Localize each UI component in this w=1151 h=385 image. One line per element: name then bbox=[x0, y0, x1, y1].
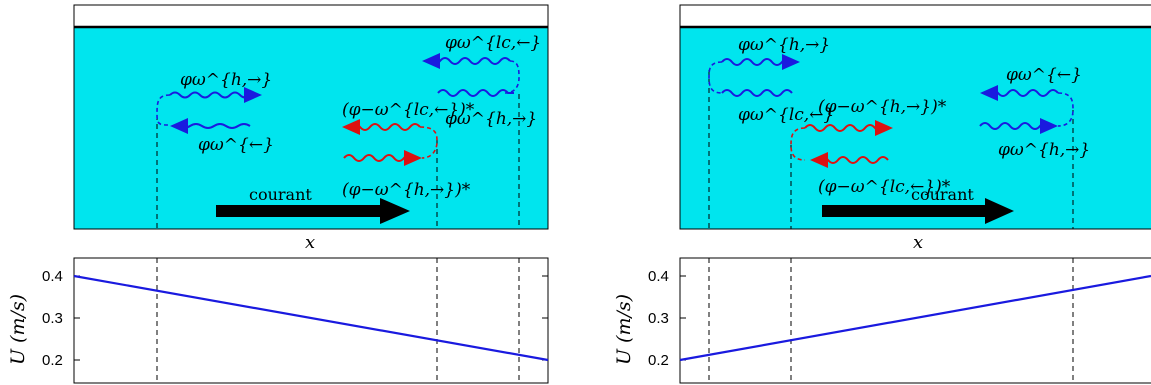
y-tick-right-2: 0.2 bbox=[648, 352, 669, 369]
left-panel: φω^{h,→} φω^{←} (φ−ω^{lc,←})* (φ−ω^{h,→}… bbox=[7, 4, 549, 384]
wave-a-left bbox=[169, 87, 262, 103]
y-label-left: U (m/s) bbox=[7, 294, 29, 365]
label-wave-d-left: (φ−ω^{h,→})* bbox=[342, 180, 471, 200]
label-wave-a-left: φω^{h,→} bbox=[180, 70, 272, 90]
left-plot-frame bbox=[73, 257, 549, 384]
wave-f-right bbox=[979, 118, 1058, 134]
label-wave-b-right: φω^{lc,←} bbox=[738, 105, 834, 125]
current-label-right: courant bbox=[911, 185, 974, 204]
label-wave-f-left: φω^{h,→} bbox=[445, 109, 537, 129]
current-label-left: courant bbox=[249, 185, 312, 204]
right-panel: φω^{h,→} φω^{lc,←} (φ−ω^{h,→})* (φ−ω^{lc… bbox=[613, 4, 1151, 384]
label-wave-c-left: (φ−ω^{lc,←})* bbox=[342, 100, 475, 120]
wave-e-left bbox=[422, 53, 511, 69]
right-plot-frame bbox=[679, 257, 1151, 384]
label-wave-f-right: φω^{h,→} bbox=[998, 140, 1090, 160]
y-tick-right-1: 0.3 bbox=[648, 310, 669, 327]
label-wave-a-right: φω^{h,→} bbox=[738, 35, 830, 55]
label-wave-b-left: φω^{←} bbox=[198, 135, 274, 155]
wave-b-left bbox=[170, 118, 251, 134]
right-channel-air bbox=[679, 4, 1151, 28]
wave-c-left bbox=[342, 119, 421, 135]
left-channel-air bbox=[73, 4, 549, 28]
y-label-right: U (m/s) bbox=[613, 294, 635, 365]
wave-b-right bbox=[721, 89, 793, 97]
wave-f-left bbox=[437, 89, 514, 97]
label-wave-e-left: φω^{lc,←} bbox=[445, 33, 541, 53]
velocity-line-right bbox=[679, 274, 1151, 362]
label-wave-c-right: (φ−ω^{h,→})* bbox=[818, 97, 947, 117]
x-label-right: x bbox=[913, 232, 923, 253]
y-tick-left-1: 0.3 bbox=[42, 310, 63, 327]
wave-d-left bbox=[343, 150, 422, 166]
y-tick-left-2: 0.2 bbox=[42, 352, 63, 369]
y-tick-right-0: 0.4 bbox=[648, 268, 669, 285]
label-wave-d-right: (φ−ω^{lc,←})* bbox=[818, 177, 951, 197]
current-arrow-left bbox=[216, 198, 410, 224]
y-tick-left-0: 0.4 bbox=[42, 268, 63, 285]
wave-c-right bbox=[804, 120, 893, 136]
wave-a-right bbox=[721, 54, 800, 70]
label-wave-e-right: φω^{←} bbox=[1006, 65, 1082, 85]
current-arrow-right bbox=[822, 198, 1014, 224]
velocity-line-left bbox=[73, 274, 549, 362]
wave-e-right bbox=[980, 85, 1059, 101]
wave-d-right bbox=[810, 152, 889, 168]
x-label-left: x bbox=[305, 232, 315, 253]
